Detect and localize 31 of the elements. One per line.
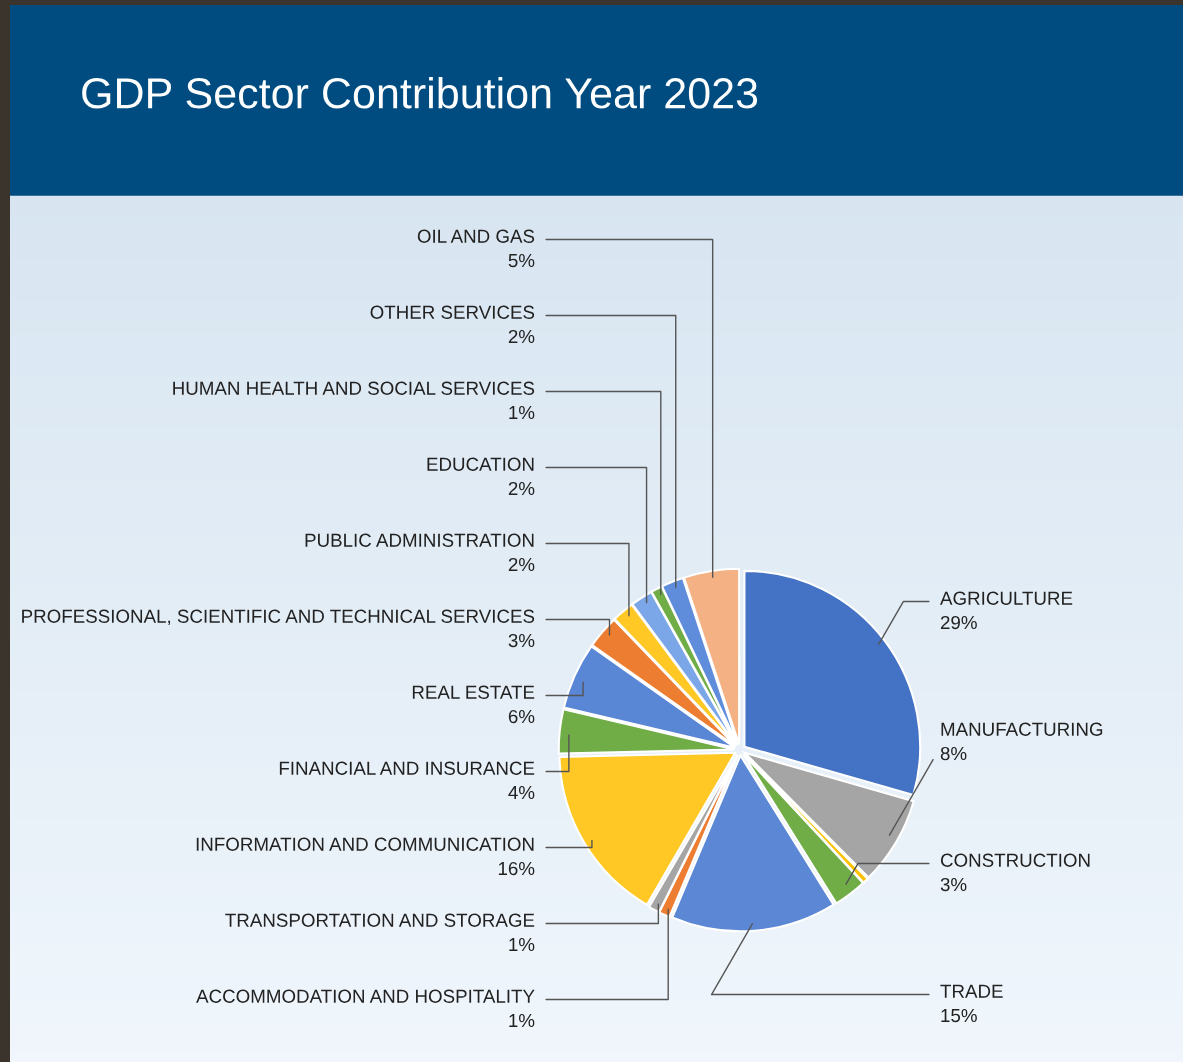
slice-label: TRADE [940,984,1003,998]
slice-label: ACCOMMODATION AND HOSPITALITY [196,989,535,1003]
data-label: 5% [508,253,535,268]
data-label: 29% [940,615,977,630]
data-label: 3% [940,877,967,892]
data-label: 1% [509,405,535,420]
slice-label: PUBLIC ADMINISTRATION [305,533,534,547]
slice-label: EDUCATION [427,457,534,471]
slice-label: OTHER SERVICES [370,305,535,319]
data-label: 16% [498,861,535,876]
data-label: 2% [508,557,535,572]
data-label: 2% [508,329,535,344]
data-label: 15% [941,1008,977,1023]
slice-label: MANUFACTURING [941,722,1103,736]
slice-label: TRANSPORTATION AND STORAGE [225,913,535,927]
chart-title: GDP Sector Contribution Year 2023 [82,76,758,109]
slice-label: REAL ESTATE [412,685,535,699]
slice-label: OIL AND GAS [417,229,535,243]
data-label: 4% [508,785,535,800]
slice-label: PROFESSIONAL, SCIENTIFIC AND TECHNICAL SERVICES [22,609,535,626]
slice-label: FINANCIAL AND INSURANCE [279,761,535,775]
slice-label: CONSTRUCTION [940,853,1090,867]
data-label: 8% [940,746,967,761]
slice-label: INFORMATION AND COMMUNICATION [196,837,534,851]
data-label: 1% [509,937,535,952]
data-label: 1% [509,1013,535,1028]
slice-label: HUMAN HEALTH AND SOCIAL SERVICES [173,381,535,395]
data-label: 2% [508,481,535,496]
data-label: 3% [508,633,535,648]
slice-label: AGRICULTURE [940,591,1073,605]
data-label: 6% [508,709,535,724]
